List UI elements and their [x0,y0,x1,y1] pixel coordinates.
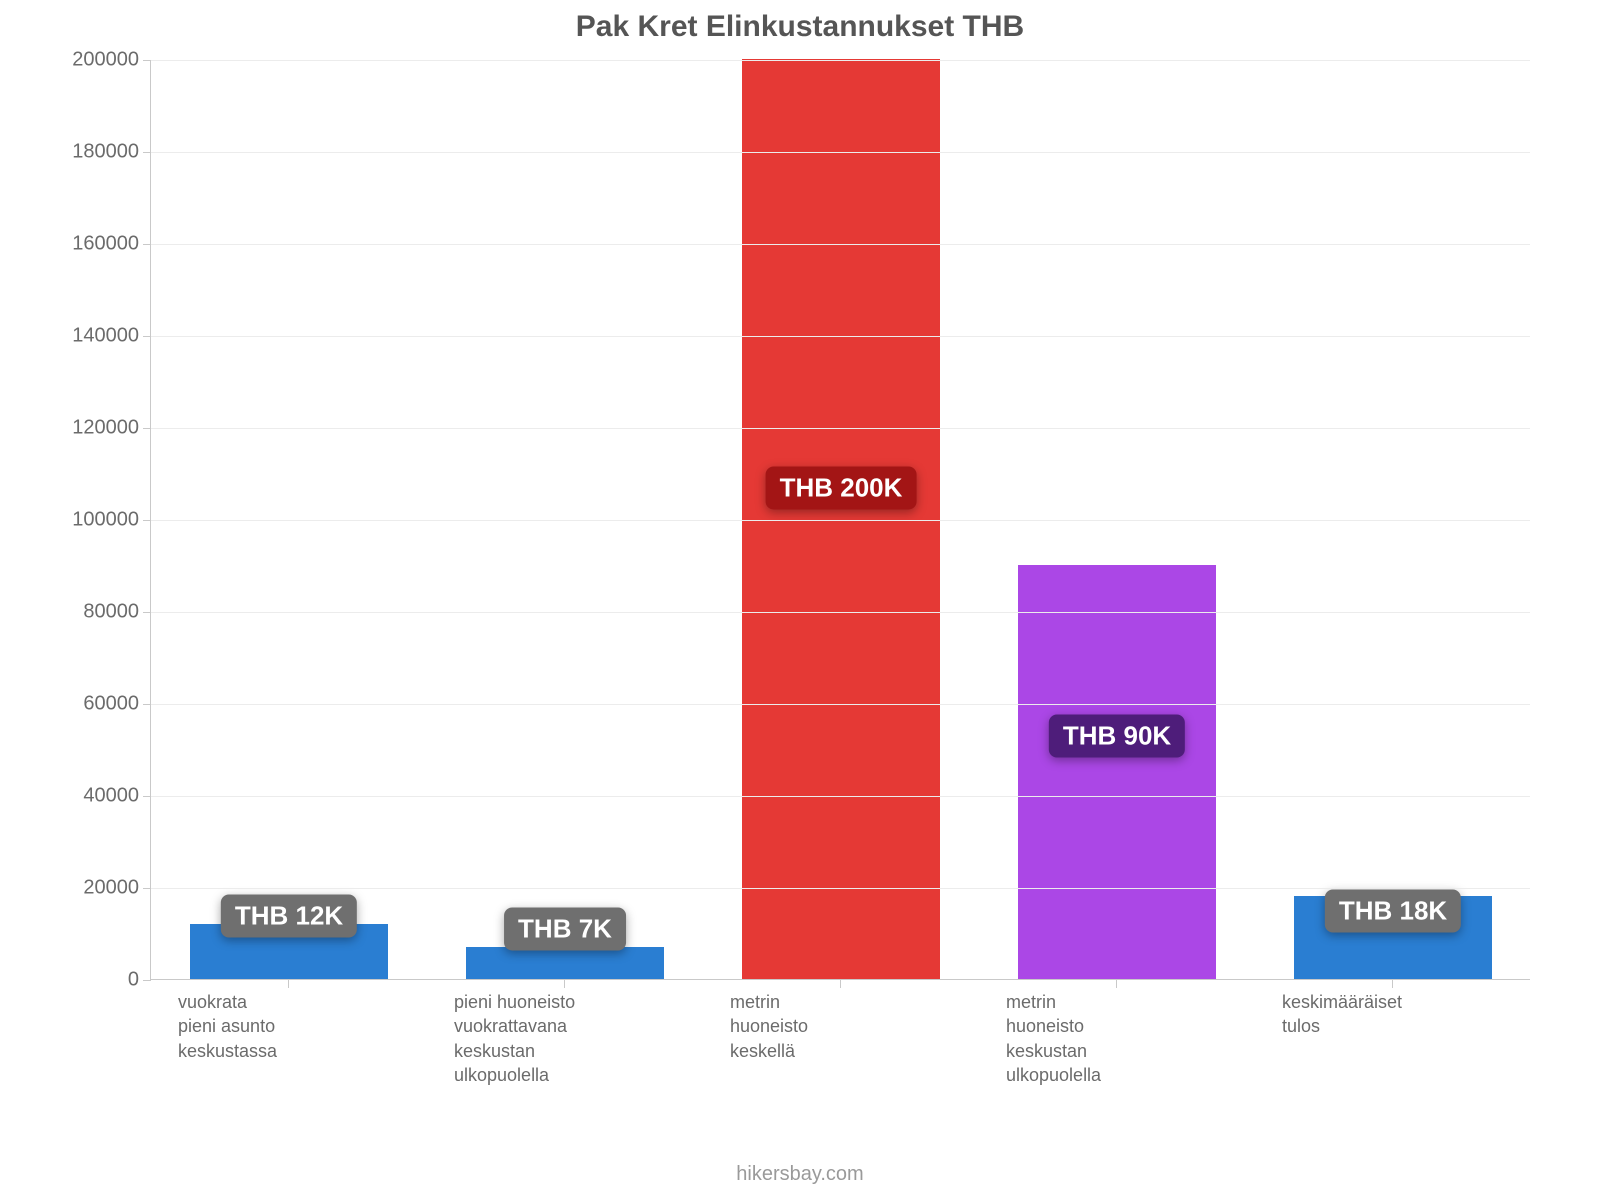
footer-attribution: hikersbay.com [0,1163,1600,1186]
y-tick-label: 80000 [83,601,151,624]
bar-value-label: THB 90K [1049,715,1185,758]
gridline [151,612,1530,613]
x-axis-label: vuokrata pieni asunto keskustassa [178,990,398,1063]
x-axis-label: pieni huoneisto vuokrattavana keskustan … [454,990,674,1087]
x-tick-mark [1116,980,1117,988]
y-tick-label: 120000 [72,417,151,440]
plot-area: THB 12KTHB 7KTHB 200KTHB 90KTHB 18K 0200… [150,60,1530,980]
y-tick-label: 100000 [72,509,151,532]
bar-value-label: THB 7K [504,908,626,951]
bar [1018,565,1217,979]
x-tick-mark [840,980,841,988]
gridline [151,704,1530,705]
y-tick-mark [143,612,151,613]
y-tick-label: 20000 [83,877,151,900]
gridline [151,60,1530,61]
gridline [151,796,1530,797]
y-tick-mark [143,60,151,61]
gridline [151,244,1530,245]
y-tick-label: 200000 [72,49,151,72]
bar [742,59,941,979]
y-tick-mark [143,796,151,797]
bar-value-label: THB 200K [766,466,917,509]
gridline [151,888,1530,889]
x-axis-label: metrin huoneisto keskellä [730,990,950,1063]
gridline [151,336,1530,337]
gridline [151,520,1530,521]
y-tick-label: 40000 [83,785,151,808]
y-tick-mark [143,520,151,521]
y-tick-mark [143,428,151,429]
y-tick-label: 180000 [72,141,151,164]
y-tick-label: 160000 [72,233,151,256]
y-tick-label: 60000 [83,693,151,716]
y-tick-mark [143,244,151,245]
gridline [151,152,1530,153]
y-tick-mark [143,152,151,153]
y-tick-label: 140000 [72,325,151,348]
x-tick-mark [1392,980,1393,988]
bar-value-label: THB 18K [1325,890,1461,933]
x-axis-label: metrin huoneisto keskustan ulkopuolella [1006,990,1226,1087]
y-tick-mark [143,980,151,981]
chart-container: Pak Kret Elinkustannukset THB THB 12K THB… [0,0,1600,1200]
gridline [151,428,1530,429]
y-tick-mark [143,888,151,889]
bar [466,947,665,979]
x-axis-label: keskimääräiset tulos [1282,990,1502,1039]
chart-title: Pak Kret Elinkustannukset THB [0,10,1600,44]
y-tick-mark [143,336,151,337]
y-tick-mark [143,704,151,705]
x-tick-mark [288,980,289,988]
x-tick-mark [564,980,565,988]
bar-value-label: THB 12K [221,894,357,937]
